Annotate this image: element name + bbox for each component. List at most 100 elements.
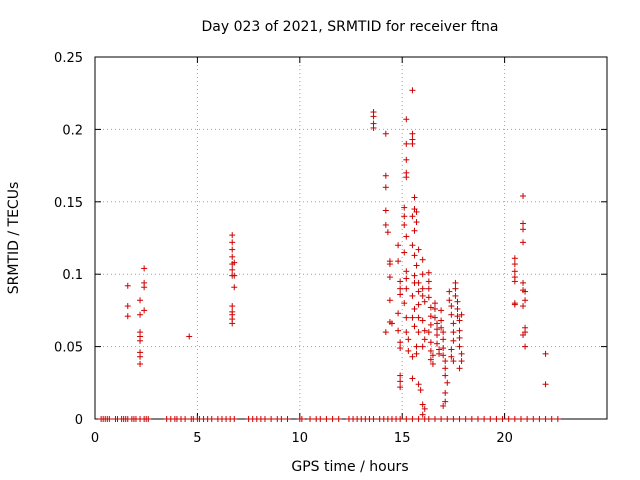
data-point bbox=[448, 311, 455, 318]
data-point bbox=[421, 405, 428, 412]
data-point bbox=[421, 327, 428, 334]
data-point bbox=[511, 255, 518, 262]
data-point bbox=[474, 416, 481, 422]
data-point bbox=[141, 284, 148, 291]
data-point bbox=[229, 246, 236, 253]
data-point bbox=[401, 204, 408, 211]
data-point bbox=[382, 184, 389, 191]
data-point bbox=[524, 416, 531, 422]
data-point bbox=[450, 320, 457, 327]
data-point bbox=[403, 156, 410, 163]
data-point bbox=[520, 193, 527, 200]
data-point bbox=[427, 313, 434, 320]
x-tick-label: 20 bbox=[496, 431, 513, 446]
data-point bbox=[425, 329, 432, 336]
data-point bbox=[397, 339, 404, 346]
data-point bbox=[456, 327, 463, 334]
data-point bbox=[182, 416, 189, 422]
data-point bbox=[395, 327, 402, 334]
data-point bbox=[137, 297, 144, 304]
data-point bbox=[411, 252, 418, 259]
data-point bbox=[442, 358, 449, 365]
data-point bbox=[231, 272, 238, 279]
data-point bbox=[403, 116, 410, 123]
data-point bbox=[401, 300, 408, 307]
data-point bbox=[487, 416, 494, 422]
data-point bbox=[397, 416, 404, 422]
data-point bbox=[395, 242, 402, 249]
data-point bbox=[456, 365, 463, 372]
data-point bbox=[229, 253, 236, 260]
data-point bbox=[493, 416, 500, 422]
data-point bbox=[431, 300, 438, 307]
data-point bbox=[382, 221, 389, 228]
data-point bbox=[382, 207, 389, 214]
data-point bbox=[448, 303, 455, 310]
data-point bbox=[456, 416, 463, 422]
data-point bbox=[468, 416, 475, 422]
data-point bbox=[454, 298, 461, 305]
data-point bbox=[419, 411, 426, 418]
data-point bbox=[231, 259, 238, 266]
data-point bbox=[454, 305, 461, 312]
data-point bbox=[511, 301, 518, 308]
data-point bbox=[425, 416, 432, 422]
data-point bbox=[434, 332, 441, 339]
data-point bbox=[124, 303, 131, 310]
data-point bbox=[448, 346, 455, 353]
data-point bbox=[458, 350, 465, 357]
data-point bbox=[403, 416, 410, 422]
data-point bbox=[427, 339, 434, 346]
data-point bbox=[542, 350, 549, 357]
data-point bbox=[419, 401, 426, 408]
data-point bbox=[413, 219, 420, 226]
data-point bbox=[307, 416, 314, 422]
data-point bbox=[284, 416, 291, 422]
data-point bbox=[419, 285, 426, 292]
data-point bbox=[438, 307, 445, 314]
data-point bbox=[411, 194, 418, 201]
data-point bbox=[458, 358, 465, 365]
data-point bbox=[384, 229, 391, 236]
data-point bbox=[335, 416, 342, 422]
data-point bbox=[231, 284, 238, 291]
data-point bbox=[452, 279, 459, 286]
x-tick-label: 15 bbox=[394, 431, 411, 446]
data-point bbox=[268, 416, 275, 422]
data-point bbox=[427, 321, 434, 328]
data-point bbox=[208, 416, 215, 422]
data-point bbox=[427, 347, 434, 354]
data-point bbox=[397, 372, 404, 379]
data-point bbox=[419, 343, 426, 350]
y-tick-label: 0.15 bbox=[54, 196, 83, 211]
data-point bbox=[403, 329, 410, 336]
data-point bbox=[124, 313, 131, 320]
data-point bbox=[186, 333, 193, 340]
data-point bbox=[137, 353, 144, 360]
data-point bbox=[427, 304, 434, 311]
data-point bbox=[229, 320, 236, 327]
data-point bbox=[520, 239, 527, 246]
data-point bbox=[425, 294, 432, 301]
data-point bbox=[409, 242, 416, 249]
data-point bbox=[413, 350, 420, 357]
data-point bbox=[229, 303, 236, 310]
data-point bbox=[397, 378, 404, 385]
x-tick-label: 5 bbox=[193, 431, 201, 446]
data-point bbox=[409, 375, 416, 382]
data-point bbox=[403, 268, 410, 275]
data-point bbox=[554, 416, 561, 422]
data-point bbox=[323, 416, 330, 422]
data-point bbox=[411, 305, 418, 312]
y-tick-label: 0.25 bbox=[54, 51, 83, 66]
data-point bbox=[444, 416, 451, 422]
data-point bbox=[436, 350, 443, 357]
data-point bbox=[517, 416, 524, 422]
data-point bbox=[409, 353, 416, 360]
data-point bbox=[440, 402, 447, 409]
x-tick-label: 10 bbox=[292, 431, 309, 446]
data-point bbox=[229, 232, 236, 239]
data-point bbox=[419, 292, 426, 299]
data-point bbox=[141, 265, 148, 272]
